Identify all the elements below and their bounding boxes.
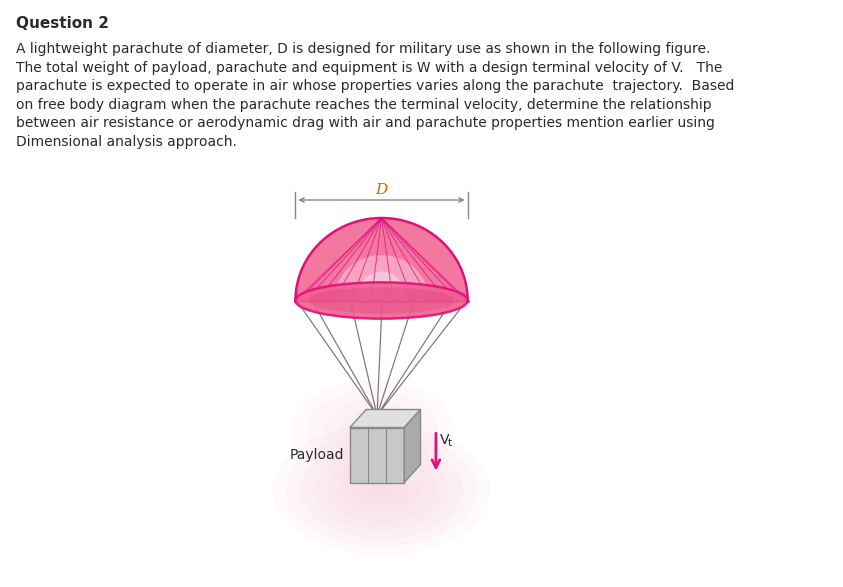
Text: Dimensional analysis approach.: Dimensional analysis approach. — [16, 134, 237, 149]
Polygon shape — [356, 272, 407, 301]
Ellipse shape — [295, 282, 468, 319]
Text: on free body diagram when the parachute reaches the terminal velocity, determine: on free body diagram when the parachute … — [16, 97, 712, 112]
Polygon shape — [295, 218, 468, 301]
Ellipse shape — [307, 390, 438, 470]
Text: V: V — [439, 433, 449, 447]
Ellipse shape — [327, 457, 436, 522]
Polygon shape — [350, 410, 421, 427]
Text: A lightweight parachute of diameter, D is designed for military use as shown in : A lightweight parachute of diameter, D i… — [16, 42, 711, 56]
Bar — [350, 427, 404, 483]
Text: D: D — [375, 183, 388, 197]
Ellipse shape — [309, 287, 454, 313]
Ellipse shape — [354, 474, 409, 506]
Ellipse shape — [341, 465, 422, 514]
Text: between air resistance or aerodynamic drag with air and parachute properties men: between air resistance or aerodynamic dr… — [16, 116, 715, 130]
Ellipse shape — [300, 441, 463, 539]
Ellipse shape — [340, 410, 405, 450]
Text: Payload: Payload — [290, 448, 345, 462]
Ellipse shape — [287, 433, 476, 547]
Ellipse shape — [357, 420, 389, 440]
Polygon shape — [334, 255, 429, 301]
Text: Question 2: Question 2 — [16, 16, 110, 31]
Text: The total weight of payload, parachute and equipment is W with a design terminal: The total weight of payload, parachute a… — [16, 60, 722, 75]
Ellipse shape — [314, 450, 449, 531]
Polygon shape — [404, 410, 421, 483]
Ellipse shape — [324, 400, 422, 460]
Ellipse shape — [273, 425, 491, 555]
Ellipse shape — [368, 482, 395, 498]
Ellipse shape — [291, 380, 454, 480]
Text: parachute is expected to operate in air whose properties varies along the parach: parachute is expected to operate in air … — [16, 79, 735, 93]
Text: t: t — [448, 438, 452, 448]
